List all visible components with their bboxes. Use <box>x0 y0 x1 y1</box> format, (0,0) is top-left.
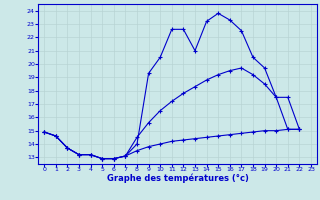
X-axis label: Graphe des températures (°c): Graphe des températures (°c) <box>107 174 249 183</box>
